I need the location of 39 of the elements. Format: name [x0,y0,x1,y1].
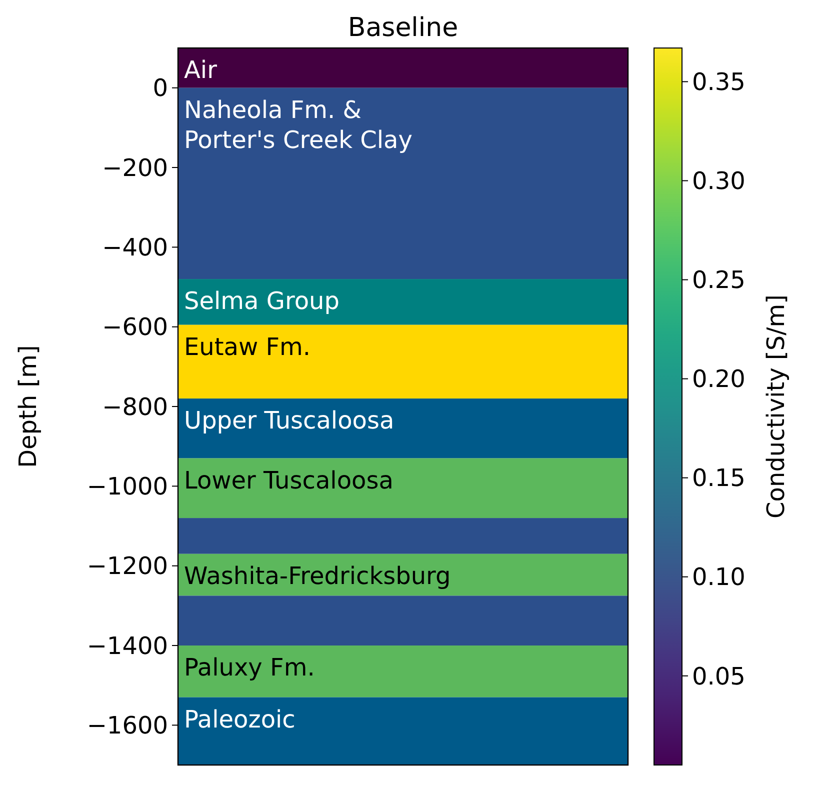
color-bar-label: 0.10 [692,563,746,592]
series-label: Lower Tuscaloosa [184,466,394,494]
chart-title: Baseline [348,13,458,43]
y-tick-label: 0 [152,74,168,102]
series-label: Paleozoic [184,705,296,734]
bar [178,518,628,554]
y-tick-label: −200 [102,154,168,182]
color-bar-title: Conductivity [S/m] [762,294,790,518]
bar [178,398,628,458]
series-label: Naheola Fm. & Porter's Creek Clay [184,96,412,154]
color-bar-label: 0.05 [692,662,746,690]
y-tick-label: −800 [102,392,168,421]
series-label: Paluxy Fm. [184,654,315,682]
bar [178,279,628,325]
color-bar-label: 0.30 [692,167,746,196]
series-label: Air [184,56,218,84]
bar [178,697,628,765]
bar [178,596,628,646]
bar [178,48,628,88]
bar [178,646,628,698]
series-label: Washita-Fredricksburg [184,562,451,590]
y-tick-label: −1200 [86,552,168,580]
color-bar-label: 0.35 [692,68,746,96]
bar [178,458,628,518]
y-tick-label: −1600 [86,712,168,740]
y-tick-label: −400 [102,234,168,262]
bar [178,554,628,596]
y-tick-label: −1000 [86,472,168,501]
color-bar-label: 0.15 [692,464,746,492]
color-bar-label: 0.20 [692,365,746,394]
bar [178,88,628,280]
bar [178,324,628,399]
series-label: Eutaw Fm. [184,332,311,361]
series-label: Selma Group [184,287,340,316]
y-tick-label: −600 [102,313,168,342]
y-tick-label: −1400 [86,632,168,660]
color-bar-label: 0.25 [692,266,746,294]
series-label: Upper Tuscaloosa [184,406,394,435]
y-axis-title: Depth [m] [14,345,42,468]
